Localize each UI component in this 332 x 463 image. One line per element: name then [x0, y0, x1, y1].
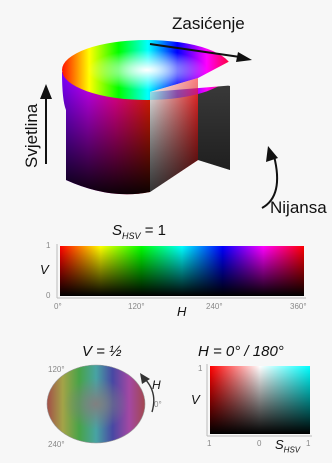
hue-arrow-icon [261, 146, 278, 209]
cut-top-wedge [150, 60, 236, 92]
square-y-axis-label: V [191, 392, 200, 407]
strip-y-tick-bottom: 0 [46, 291, 51, 300]
hue-value-strip [56, 244, 306, 299]
saturation-label: Zasićenje [172, 14, 245, 33]
strip-x-tick: 240° [206, 302, 223, 311]
strip-x-axis-label: H [177, 304, 187, 319]
square-x-tick: 1 [207, 439, 212, 448]
strip-y-tick-top: 1 [46, 241, 51, 250]
strip-x-tick: 120° [128, 302, 145, 311]
strip-title: SHSV = 1 [112, 222, 166, 241]
lightness-label: Svjetlina [22, 103, 41, 168]
hue-saturation-disk [46, 364, 146, 444]
disk-tick-0: 0° [154, 400, 162, 409]
disk-axis-label: H [152, 378, 161, 392]
strip-x-tick: 360° [290, 302, 307, 311]
lightness-arrow-icon [40, 84, 52, 164]
square-y-tick-top: 1 [198, 364, 203, 373]
square-x-tick: 0 [257, 439, 262, 448]
disk-tick-240: 240° [48, 440, 65, 449]
disk-hue-arrow-icon [140, 373, 155, 413]
disk-tick-120: 120° [48, 365, 65, 374]
square-title: H = 0° / 180° [198, 343, 284, 360]
hue-complement-square [206, 364, 312, 437]
strip-y-axis-label: V [40, 262, 49, 277]
strip-x-tick: 0° [54, 302, 62, 311]
hsv-cylinder [62, 40, 236, 195]
square-x-axis-label: SHSV [275, 437, 301, 455]
saturation-arrow-icon [149, 43, 252, 62]
square-x-tick: 1 [306, 439, 311, 448]
hue-label: Nijansa [270, 198, 327, 217]
disk-title: V = ½ [82, 343, 122, 360]
